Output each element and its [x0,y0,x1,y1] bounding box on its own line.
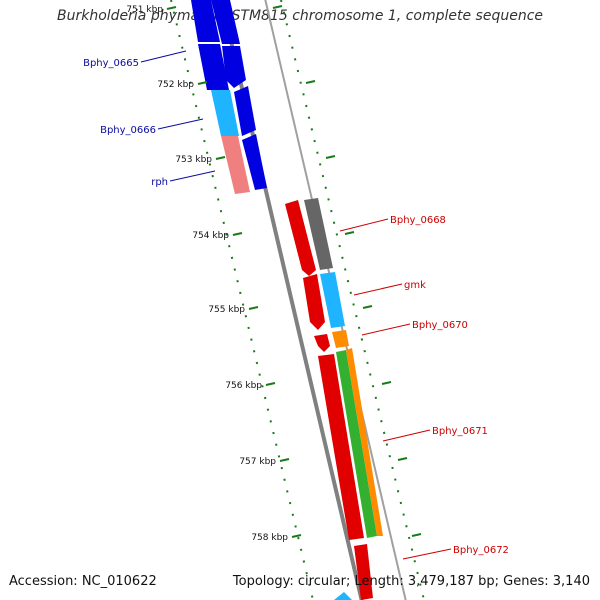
gene-label[interactable]: Bphy_0672 [453,545,509,556]
gene-block [304,198,333,270]
scale-tick [232,232,243,236]
scale-label: 754 kbp [192,231,229,241]
leader-line [339,218,389,232]
scale-tick [291,534,302,538]
gene-label[interactable]: Bphy_0666 [100,125,156,136]
leader-line [382,429,431,442]
scale-tick [248,306,259,310]
scale-tick [325,155,336,159]
scale-label: 756 kbp [225,381,262,391]
gene-block [318,354,364,540]
leader-line [402,548,452,560]
gene-label[interactable]: Bphy_0671 [432,426,488,437]
gene-block [222,46,246,88]
accession-text: Accession: NC_010622 [9,574,157,589]
gene-label[interactable]: Bphy_0670 [412,320,468,331]
gene-label[interactable]: rph [151,177,168,188]
gene-block [211,90,239,136]
gene-block [336,350,377,538]
scale-label: 758 kbp [251,533,288,543]
leader-line [353,283,403,296]
scale-label: 752 kbp [157,80,194,90]
gene-block [320,272,345,328]
gene-block [234,86,256,136]
leader-line [140,50,187,63]
gene-block [198,44,229,90]
scale-label: 757 kbp [239,457,276,467]
gene-block [303,274,325,330]
gene-label[interactable]: Bphy_0665 [83,58,139,69]
gene-block [314,334,330,352]
scale-ticks: 751 kbp 752 kbp 753 kbp 754 kbp 755 kbp 756 k… [126,5,422,543]
gene-block [242,134,267,190]
scale-tick [166,6,177,10]
scale-tick [215,156,226,160]
gene-block [211,0,240,44]
gene-block [346,348,383,536]
gene-label[interactable]: gmk [404,280,426,291]
gene-block [221,136,250,194]
scale-tick [397,457,408,461]
gene-block [285,200,316,276]
gene-block [191,0,220,42]
leader-line [361,323,411,336]
gene-block [332,330,349,348]
scale-tick [344,231,355,235]
scale-tick [362,305,373,309]
scale-tick [197,81,208,85]
scale-tick [272,5,283,9]
leader-line [169,170,216,182]
topology-summary: Topology: circular; Length: 3,479,187 bp… [232,574,590,589]
scale-label: 755 kbp [208,305,245,315]
scale-tick [411,533,422,537]
leader-line [157,118,204,130]
scale-tick [279,458,290,462]
gene-block [354,544,373,600]
scale-label: 753 kbp [175,155,212,165]
scale-label: 751 kbp [126,5,163,15]
scale-tick [381,381,392,385]
scale-tick [305,80,316,84]
gene-label[interactable]: Bphy_0668 [390,215,446,226]
map-title: Burkholderia phymatum STM815 chromosome … [56,8,543,24]
gene-block [334,592,352,600]
scale-tick [265,382,276,386]
